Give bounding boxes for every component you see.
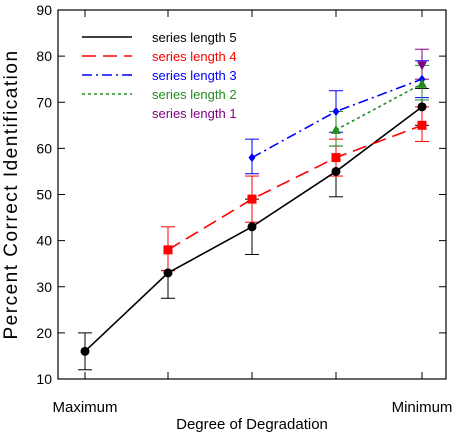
data-point [80,346,90,356]
data-point [417,78,427,88]
y-axis-title: Percent Correct Identification [1,49,22,339]
data-point [417,102,427,112]
y-tick-label: 30 [36,279,52,295]
error-bars [78,48,429,371]
series-lines [84,78,423,352]
y-tick-label: 10 [36,371,52,387]
series-line-4 [335,83,423,131]
x-axis: Maximum Minimum [52,10,452,416]
y-tick-label: 70 [36,94,52,110]
legend-label: series length 1 [152,106,237,121]
data-point [248,153,256,163]
legend-label: series length 3 [152,68,237,83]
legend: series length 5 series length 4 series len… [82,30,237,121]
data-point [331,166,341,176]
x-axis-title: Degree of Degradation [176,416,328,433]
legend-label: series length 2 [152,87,237,102]
data-markers [80,61,427,356]
data-point [163,245,173,255]
y-tick-label: 60 [36,140,52,156]
legend-label: series length 5 [152,30,237,45]
y-tick-label: 20 [36,325,52,341]
data-point [417,61,427,71]
data-point [331,124,341,134]
data-point [247,222,257,232]
data-point [417,120,427,130]
data-point [247,194,257,204]
x-tick-label: Minimum [392,399,453,416]
legend-label: series length 4 [152,49,237,64]
x-tick-label: Maximum [52,399,117,416]
y-tick-label: 40 [36,233,52,249]
data-point [331,153,341,163]
y-tick-label: 80 [36,48,52,64]
y-axis: 10 20 30 40 50 60 70 80 90 [36,2,446,387]
y-tick-label: 90 [36,2,52,18]
data-point [163,268,173,278]
series-line-2 [167,124,423,251]
data-point [332,106,340,116]
y-tick-label: 50 [36,187,52,203]
